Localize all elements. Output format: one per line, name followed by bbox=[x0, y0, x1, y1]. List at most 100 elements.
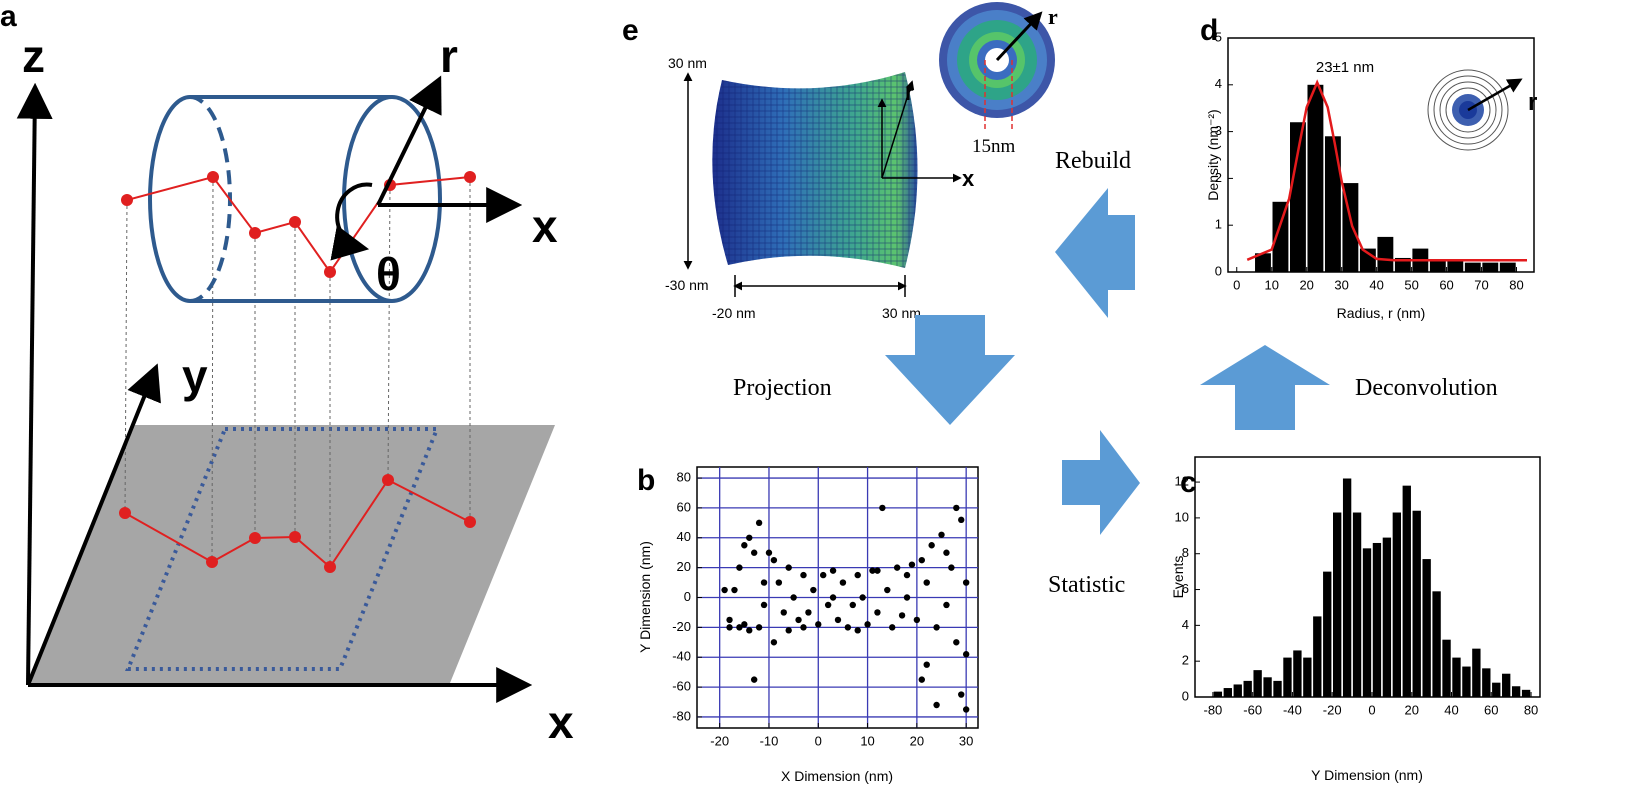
axis-label: x bbox=[548, 696, 574, 748]
point bbox=[958, 516, 965, 524]
y-axis-title: Events bbox=[1170, 556, 1186, 599]
panel-a: a z y x x r θ bbox=[0, 0, 574, 748]
x-tick-label: 40 bbox=[1369, 277, 1383, 292]
projection-outline bbox=[125, 427, 440, 671]
bar bbox=[1377, 236, 1394, 272]
dimension-label: 15nm bbox=[972, 136, 1016, 157]
point bbox=[741, 621, 748, 628]
axis-label: x bbox=[962, 166, 975, 191]
panel-e: e 30 nm -30 nm -20 nm 30 nm r x bbox=[622, 2, 1058, 321]
arrow-deconvolution bbox=[1200, 345, 1330, 430]
x-tick-label: -60 bbox=[1243, 702, 1262, 717]
y-axis-title: Y Dimension (nm) bbox=[637, 541, 653, 653]
annotation: 23±1 nm bbox=[1316, 59, 1374, 76]
bar bbox=[1482, 668, 1491, 697]
x-tick-label: -10 bbox=[760, 733, 779, 748]
point bbox=[874, 609, 881, 616]
process-arrows bbox=[885, 188, 1330, 535]
point bbox=[913, 616, 921, 624]
bar bbox=[1429, 260, 1446, 272]
point bbox=[760, 601, 768, 609]
point bbox=[770, 639, 778, 646]
bar bbox=[1442, 639, 1451, 697]
bar bbox=[1392, 512, 1402, 697]
x-tick-label: 80 bbox=[1524, 702, 1538, 717]
point bbox=[810, 586, 817, 594]
x-tick-label: 50 bbox=[1404, 277, 1418, 292]
point bbox=[943, 549, 950, 556]
point bbox=[859, 594, 866, 601]
bar bbox=[1502, 673, 1511, 697]
dimension-label: 30 nm bbox=[668, 55, 707, 71]
x-tick-label: 0 bbox=[1368, 702, 1375, 717]
y-tick-label: 4 bbox=[1182, 617, 1189, 632]
x-tick-label: 30 bbox=[959, 733, 973, 748]
point bbox=[746, 627, 753, 634]
axis-label: z bbox=[22, 30, 45, 82]
x-tick-label: 10 bbox=[1264, 277, 1278, 292]
point bbox=[889, 624, 896, 631]
radial-inset bbox=[1427, 69, 1523, 151]
cylinder bbox=[148, 95, 442, 303]
panel-label: a bbox=[0, 0, 17, 33]
point bbox=[829, 567, 837, 574]
point bbox=[948, 564, 955, 571]
x-tick-label: -40 bbox=[1283, 702, 1302, 717]
cylinder-mesh bbox=[712, 72, 918, 268]
bar bbox=[1272, 201, 1289, 272]
bar bbox=[1422, 559, 1431, 697]
point bbox=[864, 621, 871, 628]
bar bbox=[1499, 262, 1516, 272]
process-label: Projection bbox=[733, 375, 832, 401]
bar bbox=[1324, 136, 1341, 272]
drop-lines bbox=[124, 176, 471, 567]
point bbox=[893, 564, 901, 571]
bar bbox=[1290, 122, 1306, 273]
dimension-lines bbox=[683, 72, 962, 297]
point bbox=[839, 579, 847, 586]
x-tick-label: 10 bbox=[860, 733, 874, 748]
x-tick-label: 40 bbox=[1444, 702, 1458, 717]
point bbox=[829, 594, 837, 601]
point bbox=[962, 651, 970, 658]
x-tick-label: -20 bbox=[1323, 702, 1342, 717]
point bbox=[755, 519, 763, 527]
axis-label: x bbox=[532, 200, 558, 252]
dimension-label: -20 nm bbox=[712, 305, 756, 321]
point bbox=[760, 579, 768, 586]
bar bbox=[1307, 84, 1324, 272]
point bbox=[849, 601, 856, 609]
y-tick-label: 80 bbox=[677, 469, 691, 484]
y-tick-label: 1 bbox=[1215, 217, 1222, 232]
axis-label: y bbox=[182, 350, 208, 402]
bar bbox=[1412, 510, 1421, 697]
point bbox=[736, 624, 743, 631]
point bbox=[933, 701, 940, 709]
bar bbox=[1482, 262, 1499, 272]
point bbox=[815, 621, 822, 628]
panel-label: d bbox=[1200, 14, 1218, 47]
x-tick-label: 30 bbox=[1334, 277, 1348, 292]
y-tick-label: 6 bbox=[1182, 581, 1189, 596]
y-tick-label: -40 bbox=[672, 649, 691, 664]
process-label: Rebuild bbox=[1055, 148, 1131, 174]
bar bbox=[1342, 478, 1352, 697]
arrow-rebuild bbox=[1055, 188, 1135, 318]
bar bbox=[1283, 657, 1292, 697]
bar bbox=[1303, 657, 1312, 697]
bar bbox=[1352, 512, 1362, 697]
bar bbox=[1313, 616, 1322, 697]
point bbox=[805, 609, 812, 616]
y-tick-label: -60 bbox=[672, 679, 691, 694]
bar bbox=[1432, 591, 1441, 697]
y-axis-title: Density (nm⁻²) bbox=[1205, 109, 1221, 200]
point bbox=[750, 676, 758, 683]
angle-label: θ bbox=[376, 248, 401, 300]
point bbox=[795, 616, 802, 624]
process-label: Statistic bbox=[1048, 572, 1125, 598]
point bbox=[844, 624, 852, 631]
chart: 0 2 4 6 8 10 12 -80 -60 -40 -20 0 20 40 60 80 c Y Dimensi… bbox=[1170, 456, 1541, 783]
